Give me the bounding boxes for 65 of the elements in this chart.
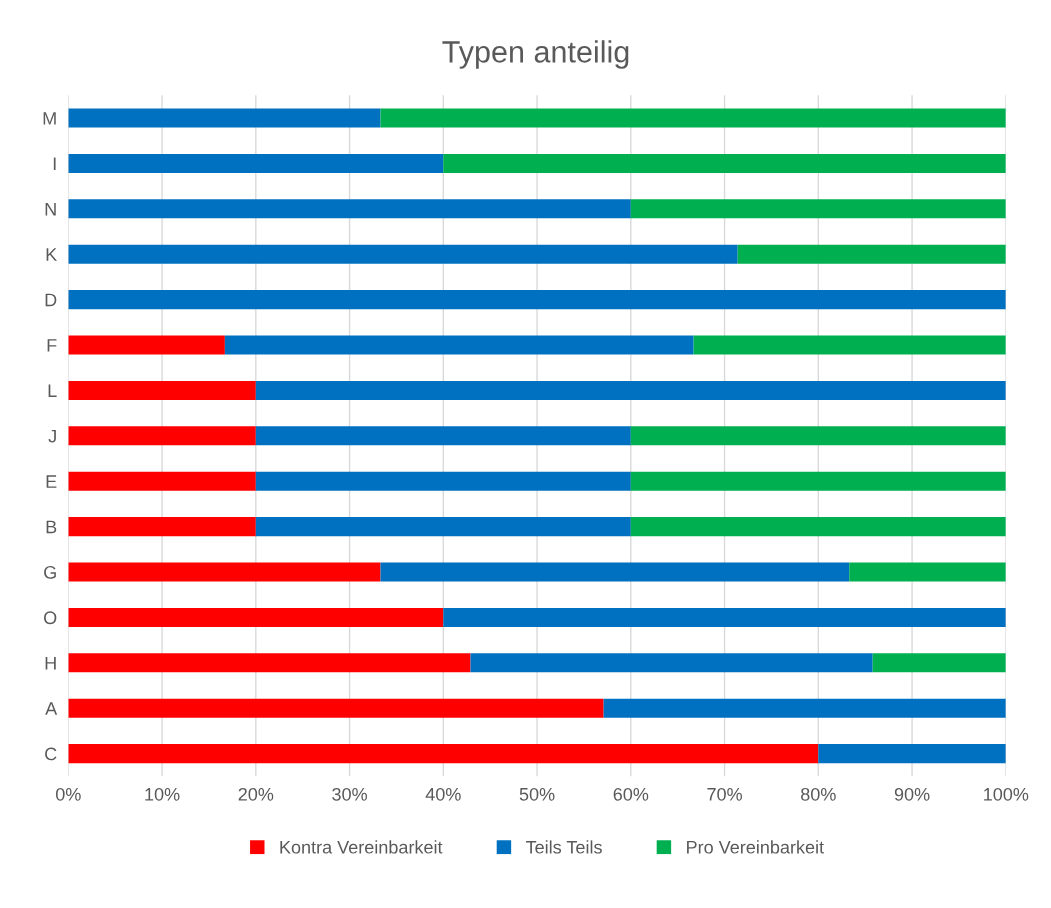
y-tick-label: G: [44, 565, 56, 579]
bar: [68, 698, 604, 718]
y-tick-label: H: [45, 656, 56, 670]
bar: [68, 244, 738, 264]
bar: [443, 153, 1006, 173]
bar: [68, 108, 381, 128]
chart-title: Typen anteilig: [442, 40, 629, 69]
x-tick-label: 70%: [707, 787, 742, 801]
bar: [68, 290, 1006, 310]
legend-label: Kontra Vereinbarkeit: [280, 840, 443, 854]
x-tick-label: 30%: [332, 787, 367, 801]
x-tick-label: 80%: [801, 787, 836, 801]
y-tick-label: D: [45, 293, 57, 307]
y-tick-label: E: [46, 475, 57, 488]
bar: [255, 380, 1006, 400]
y-tick-label: I: [53, 157, 56, 170]
y-tick-label: J: [48, 429, 56, 443]
bar: [68, 471, 256, 491]
legend-label: Teils Teils: [526, 840, 602, 854]
bar: [630, 199, 1006, 219]
y-tick-label: B: [46, 520, 57, 534]
y-tick-label: M: [43, 112, 56, 125]
x-tick-label: 10%: [145, 787, 180, 801]
bar: [68, 335, 225, 355]
y-tick-label: C: [45, 747, 57, 761]
bar: [380, 108, 1006, 128]
y-tick-label: A: [45, 702, 58, 715]
bar: [255, 426, 631, 446]
bar: [818, 744, 1006, 764]
bar: [737, 244, 1006, 264]
bar: [255, 517, 631, 537]
x-tick-label: 100%: [984, 787, 1029, 801]
bar: [630, 517, 1006, 537]
bar: [68, 517, 256, 537]
bar: [255, 471, 631, 491]
x-tick-label: 50%: [519, 787, 555, 801]
bar: [693, 335, 1006, 355]
bar: [68, 653, 471, 673]
bar: [603, 698, 1006, 718]
bar: [630, 426, 1006, 446]
y-tick-label: N: [45, 202, 56, 216]
y-tick-label: K: [46, 248, 57, 261]
legend-label: Pro Vereinbarkeit: [687, 840, 824, 854]
bar: [849, 562, 1006, 582]
bar: [68, 380, 256, 400]
x-tick-label: 20%: [238, 787, 274, 801]
x-tick-label: 40%: [425, 787, 461, 801]
bar: [443, 607, 1006, 627]
y-tick-label: F: [47, 339, 57, 352]
bar: [470, 653, 873, 673]
y-tick-label: O: [44, 611, 57, 625]
bar: [872, 653, 1006, 673]
bar: [68, 744, 819, 764]
bar: [380, 562, 850, 582]
bar: [68, 153, 444, 173]
bar: [68, 199, 631, 219]
x-tick-label: 60%: [613, 787, 649, 801]
bar: [224, 335, 694, 355]
x-tick-label: 90%: [894, 787, 930, 801]
bar: [630, 471, 1006, 491]
bar: [68, 607, 444, 627]
x-tick-label: 0%: [55, 787, 81, 801]
bar: [68, 426, 256, 446]
bar: [68, 562, 381, 582]
y-tick-label: L: [48, 384, 57, 397]
